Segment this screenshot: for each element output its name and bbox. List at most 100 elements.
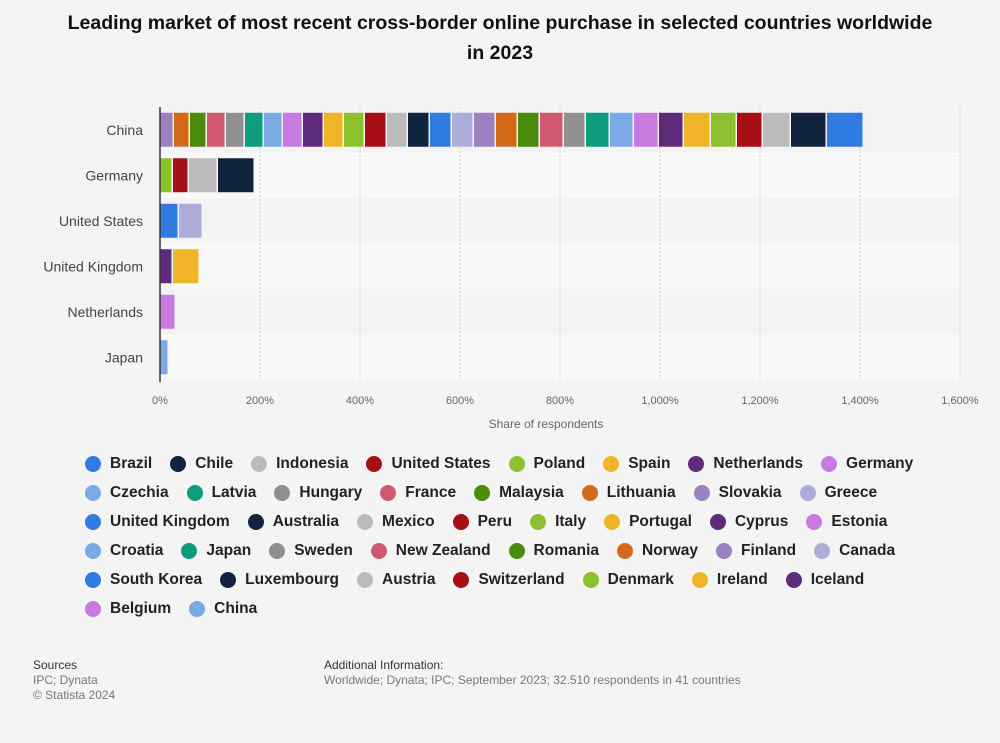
bar-segment (610, 112, 633, 147)
bar-segment (226, 112, 244, 147)
legend-label: Austria (382, 570, 436, 588)
legend-swatch (370, 542, 387, 559)
x-tick-label: 1,000% (641, 395, 679, 407)
row-band (160, 243, 960, 289)
bar-segment (452, 112, 473, 147)
legend-item[interactable]: Australia (247, 507, 339, 536)
legend-item[interactable]: Brazil (85, 449, 152, 478)
legend-label: Croatia (110, 541, 164, 559)
legend-item[interactable]: New Zealand (370, 536, 491, 565)
legend-swatch (181, 542, 198, 559)
legend-label: Norway (642, 541, 699, 559)
legend-label: Estonia (831, 512, 888, 530)
legend-item[interactable]: Malaysia (474, 478, 564, 507)
legend-item[interactable]: Italy (530, 507, 586, 536)
legend-label: South Korea (110, 570, 203, 588)
legend-item[interactable]: Peru (452, 507, 512, 536)
legend-label: Germany (846, 454, 914, 472)
legend-item[interactable]: Germany (821, 449, 913, 478)
legend-label: Romania (533, 541, 600, 559)
legend-item[interactable]: Norway (617, 536, 698, 565)
legend-label: Latvia (211, 483, 257, 501)
legend-item[interactable]: United Kingdom (85, 507, 230, 536)
legend-swatch (85, 513, 101, 530)
legend-label: Poland (533, 454, 586, 472)
category-label: Netherlands (68, 304, 144, 320)
bar-segment (711, 112, 736, 147)
bar-chart: China Germany United States United Kingdom N… (43, 107, 979, 431)
legend-swatch (709, 513, 726, 530)
legend-label: United Kingdom (110, 512, 230, 530)
legend-item[interactable]: Ireland (691, 565, 768, 594)
legend-item[interactable]: Croatia (85, 536, 163, 565)
legend-swatch (85, 600, 101, 617)
legend-item[interactable]: Canada (814, 536, 895, 565)
legend-item[interactable]: Chile (170, 449, 233, 478)
legend-item[interactable]: South Korea (85, 565, 202, 594)
legend-label: Spain (628, 454, 671, 472)
additional-info-text: Worldwide; Dynata; IPC; September 2023; … (324, 673, 741, 687)
legend-item[interactable]: Lithuania (581, 478, 676, 507)
legend-item[interactable]: Portugal (604, 507, 692, 536)
x-tick-label: 800% (546, 395, 574, 407)
bar-segment (586, 112, 609, 147)
legend-label: Indonesia (276, 454, 349, 472)
legend-item[interactable]: Romania (508, 536, 600, 565)
legend-item[interactable]: China (189, 594, 257, 623)
legend-label: New Zealand (395, 541, 491, 559)
legend-item[interactable]: Switzerland (453, 565, 565, 594)
legend-label: Cyprus (734, 512, 789, 530)
additional-info-block: Additional Information: Worldwide; Dynat… (324, 658, 741, 688)
legend-swatch (799, 484, 816, 501)
bar-segment (283, 112, 302, 147)
legend-item[interactable]: United States (366, 449, 491, 478)
legend: Brazil Chile Indonesia United States Poland S… (85, 449, 965, 623)
row-band (160, 334, 960, 380)
legend-swatch (189, 600, 206, 617)
legend-item[interactable]: Japan (181, 536, 251, 565)
bar-segment (791, 112, 826, 147)
legend-swatch (85, 484, 101, 501)
category-label: United Kingdom (43, 258, 143, 274)
legend-item[interactable]: Latvia (186, 478, 257, 507)
legend-swatch (453, 571, 470, 588)
category-label: China (106, 122, 143, 138)
legend-item[interactable]: Estonia (806, 507, 887, 536)
sources-block: Sources IPC; Dynata © Statista 2024 (33, 658, 115, 703)
x-tick-label: 600% (446, 395, 474, 407)
legend-item[interactable]: Greece (799, 478, 878, 507)
legend-swatch (251, 455, 268, 472)
legend-swatch (85, 455, 101, 472)
legend-item[interactable]: Poland (508, 449, 586, 478)
legend-item[interactable]: Austria (357, 565, 435, 594)
legend-label: Greece (824, 483, 878, 501)
legend-item[interactable]: France (380, 478, 456, 507)
category-label: United States (59, 213, 143, 229)
legend-item[interactable]: Sweden (269, 536, 353, 565)
legend-item[interactable]: Hungary (274, 478, 362, 507)
legend-label: Luxembourg (245, 570, 340, 588)
legend-item[interactable]: Belgium (85, 594, 171, 623)
legend-item[interactable]: Indonesia (251, 449, 348, 478)
legend-label: China (214, 599, 258, 617)
legend-item[interactable]: Finland (716, 536, 796, 565)
legend-item[interactable]: Iceland (785, 565, 864, 594)
legend-swatch (693, 484, 710, 501)
legend-item[interactable]: Spain (603, 449, 670, 478)
legend-swatch (821, 455, 838, 472)
legend-item[interactable]: Luxembourg (220, 565, 339, 594)
bar-segment (174, 112, 189, 147)
bar-segment (207, 112, 225, 147)
bar-segment (540, 112, 563, 147)
legend-item[interactable]: Denmark (582, 565, 674, 594)
x-tick-label: 200% (246, 395, 274, 407)
legend-item[interactable]: Slovakia (693, 478, 782, 507)
legend-item[interactable]: Cyprus (709, 507, 789, 536)
legend-label: Japan (206, 541, 252, 559)
bar-segment (365, 112, 386, 147)
legend-swatch (274, 484, 291, 501)
legend-item[interactable]: Czechia (85, 478, 169, 507)
sources-heading: Sources (33, 658, 78, 672)
legend-item[interactable]: Netherlands (688, 449, 803, 478)
legend-item[interactable]: Mexico (357, 507, 435, 536)
